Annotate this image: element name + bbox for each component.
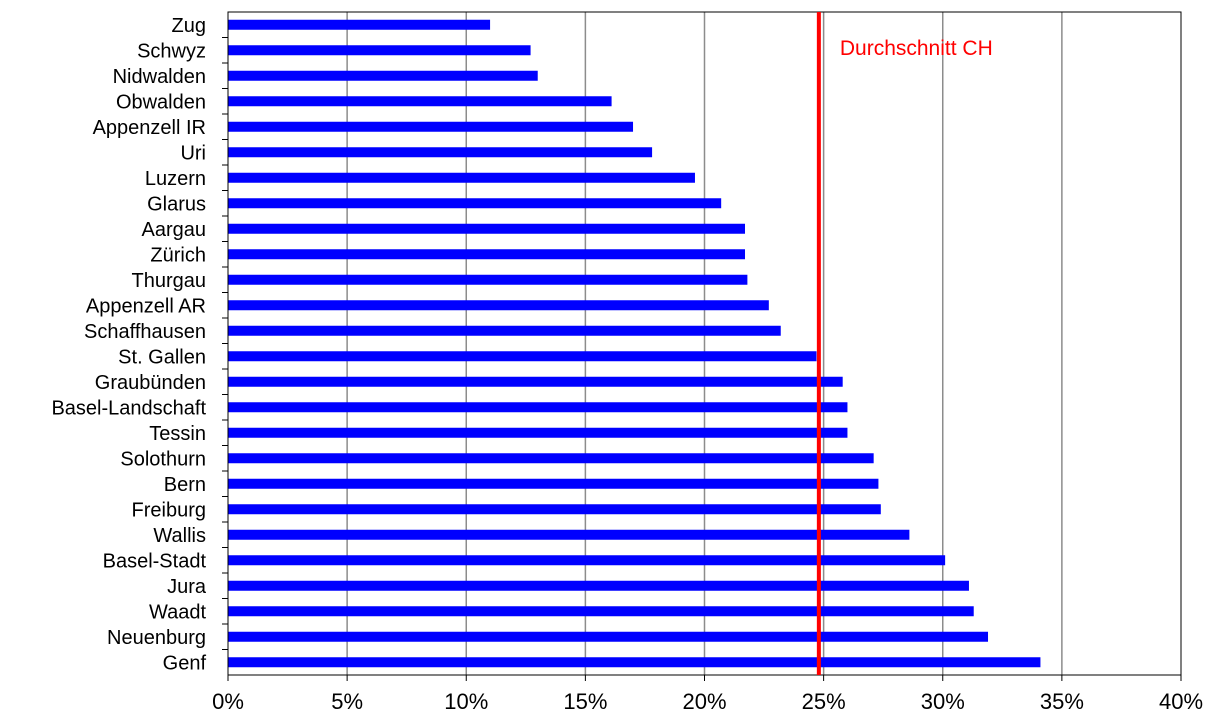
bar (228, 478, 879, 489)
bar (228, 249, 746, 260)
category-label: Basel-Landschaft (51, 397, 206, 419)
bar (228, 19, 491, 30)
category-label: Zürich (150, 244, 206, 266)
bar (228, 45, 531, 56)
category-label: St. Gallen (118, 346, 206, 368)
category-label: Bern (164, 474, 206, 496)
x-tick-labels: 0% 5% 10% 15% 20% 25% 30% 35% 40% (212, 689, 1203, 714)
category-label: Uri (180, 142, 206, 164)
bar (228, 96, 612, 107)
category-label: Solothurn (120, 448, 206, 470)
x-tick-label: 30% (921, 689, 965, 714)
reference-line-label: Durchschnitt CH (840, 37, 993, 60)
category-label: Appenzell IR (93, 117, 206, 139)
x-tick-label: 5% (331, 689, 363, 714)
category-label: Graubünden (95, 372, 206, 394)
category-label: Schaffhausen (84, 321, 206, 343)
bar (228, 504, 881, 515)
bar (228, 198, 722, 209)
category-label: Schwyz (137, 40, 206, 62)
gridlines (346, 12, 1063, 675)
category-label: Nidwalden (113, 66, 206, 88)
bar (228, 147, 653, 158)
bar (228, 325, 781, 336)
category-label: Aargau (142, 219, 207, 241)
category-label: Wallis (153, 525, 206, 547)
bar (228, 555, 946, 566)
x-tick-label: 0% (212, 689, 244, 714)
category-label: Glarus (147, 193, 206, 215)
category-label: Waadt (149, 601, 207, 623)
category-label: Jura (167, 576, 207, 598)
bar (228, 376, 843, 387)
category-label: Basel-Stadt (103, 550, 207, 572)
category-label: Luzern (145, 168, 206, 190)
x-tick-label: 10% (444, 689, 488, 714)
bar (228, 580, 969, 591)
bar (228, 453, 874, 464)
x-tick-label: 25% (802, 689, 846, 714)
bar (228, 274, 748, 285)
category-label: Genf (163, 652, 207, 674)
bar (228, 631, 989, 642)
reference-line-group: Durchschnitt CH (816, 12, 993, 675)
bar (228, 606, 974, 617)
x-tick-label: 20% (682, 689, 726, 714)
x-tick-label: 40% (1159, 689, 1203, 714)
bar (228, 121, 634, 132)
category-label: Obwalden (116, 91, 206, 113)
bar (228, 427, 848, 438)
category-label: Zug (172, 15, 206, 37)
category-label: Neuenburg (107, 627, 206, 649)
category-label: Appenzell AR (86, 295, 206, 317)
bar (228, 351, 817, 362)
bar (228, 223, 746, 234)
bar (228, 657, 1041, 668)
bar (228, 70, 538, 81)
x-tick-label: 15% (563, 689, 607, 714)
category-label: Tessin (149, 423, 206, 445)
bar (228, 529, 910, 540)
bar (228, 172, 695, 183)
bars (228, 19, 1041, 668)
bar (228, 300, 769, 311)
bar (228, 402, 848, 413)
axes (222, 11, 1182, 681)
category-label: Thurgau (132, 270, 207, 292)
category-label: Freiburg (132, 499, 206, 521)
x-tick-label: 35% (1040, 689, 1084, 714)
category-labels: Zug Schwyz Nidwalden Obwalden Appenzell IR Ur… (51, 15, 206, 675)
